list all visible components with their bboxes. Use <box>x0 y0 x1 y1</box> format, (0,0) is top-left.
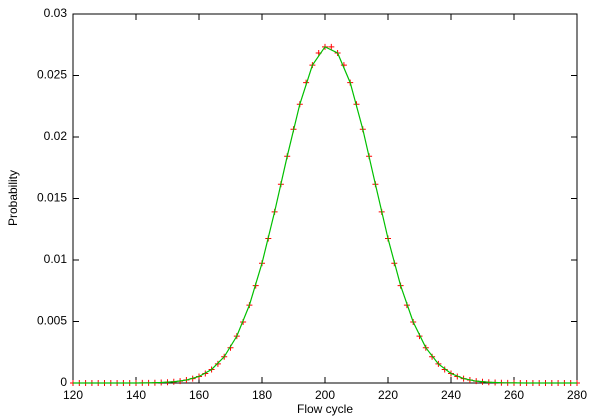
x-tick-label: 260 <box>504 388 524 402</box>
y-tick-label: 0 <box>60 375 67 389</box>
y-axis-label: Probability <box>6 170 20 226</box>
y-tick-label: 0.015 <box>37 191 67 205</box>
x-tick-label: 280 <box>567 388 587 402</box>
x-tick-label: 220 <box>378 388 398 402</box>
x-tick-label: 120 <box>63 388 83 402</box>
fit-line <box>73 46 577 384</box>
x-tick-label: 140 <box>126 388 146 402</box>
y-tick-label: 0.02 <box>44 129 68 143</box>
x-tick-label: 240 <box>441 388 461 402</box>
x-tick-label: 180 <box>252 388 272 402</box>
plot-frame <box>72 13 578 384</box>
y-tick-label: 0.01 <box>44 252 68 266</box>
data-point <box>328 43 335 50</box>
data-point <box>429 353 436 360</box>
x-axis-label: Flow cycle <box>297 402 353 416</box>
x-tick-label: 160 <box>189 388 209 402</box>
x-tick-label: 200 <box>315 388 335 402</box>
y-tick-label: 0.025 <box>37 68 67 82</box>
y-tick-label: 0.005 <box>37 314 67 328</box>
y-tick-label: 0.03 <box>44 6 68 20</box>
